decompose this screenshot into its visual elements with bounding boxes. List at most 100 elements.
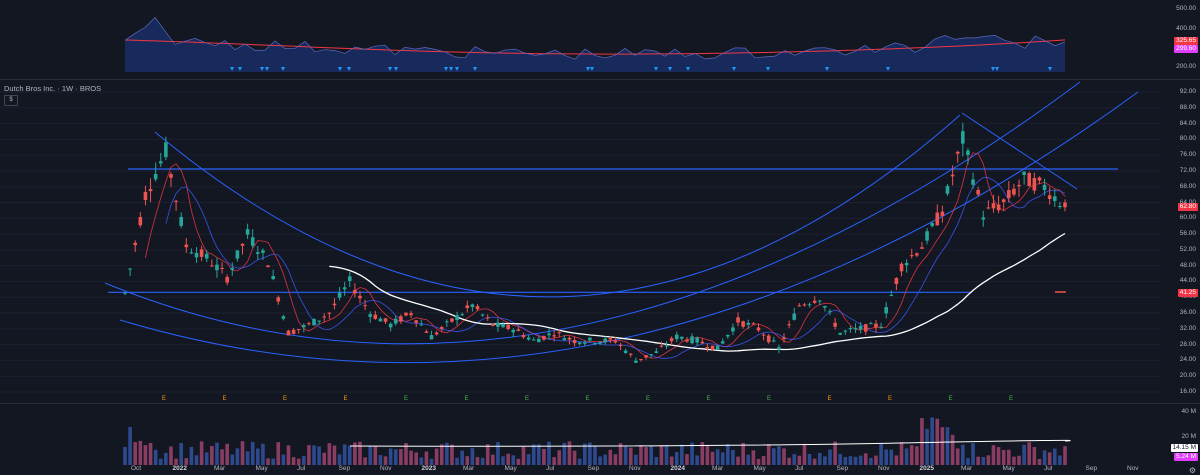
candle-body [230,267,235,270]
candle-body [470,304,475,308]
cup-arc-lower[interactable] [119,91,1139,364]
volume-bar [245,451,250,465]
candle-body [1052,196,1057,202]
candle-body [889,294,894,296]
candle-body [562,338,567,341]
volume-bar [368,445,373,465]
time-tick-label: May [1002,465,1015,472]
candle-body [148,189,153,192]
candle-body [961,131,965,144]
earnings-marker[interactable]: E [404,396,408,402]
volume-bar [777,446,781,465]
volume-bar [628,447,633,465]
volume-bar [184,458,189,465]
candle-body [654,351,659,353]
earnings-marker[interactable]: E [223,396,227,402]
time-tick-label: Sep [1085,465,1098,472]
candle-body [547,333,551,336]
earnings-marker[interactable]: E [1009,396,1013,402]
volume-bar [409,450,413,465]
volume-bar [399,449,403,465]
price-tick-label: 52.00 [1179,245,1196,253]
candle-body [286,330,291,336]
earnings-marker[interactable]: E [586,396,590,402]
earnings-marker[interactable]: E [646,396,650,402]
earnings-marker[interactable]: E [344,396,348,402]
candle-body [746,322,751,325]
candle-body [521,335,526,338]
volume-bar [838,453,843,465]
candle-body [240,243,245,246]
candle-body [685,339,689,342]
price-tick-label: 16.00 [1179,388,1196,395]
indicator-signal-marker [388,67,392,71]
volume-bar [644,447,648,465]
volume-bar [148,443,153,465]
volume-bar [531,444,536,465]
volume-bar [588,442,592,465]
candle-body [588,337,592,341]
time-tick-label: Nov [380,465,392,472]
earnings-marker[interactable]: E [949,396,953,402]
volume-bar [225,443,229,465]
volume-bar [904,448,909,465]
candle-body [915,253,919,256]
earnings-marker[interactable]: E [162,396,166,402]
candle-body [582,342,587,344]
volume-bar [460,450,464,465]
pane-separator-bottom[interactable] [0,403,1200,404]
volume-bar [720,452,725,465]
indicator-signal-marker [473,67,477,71]
cup-arc-upper[interactable] [154,114,961,298]
earnings-marker[interactable]: E [525,396,529,402]
volume-bar [674,452,679,465]
price-tick-label: 44.00 [1179,277,1196,285]
earnings-marker[interactable]: E [707,396,711,402]
volume-tick-label: 20 M [1181,433,1196,440]
candle-body [199,249,204,257]
volume-bar [143,445,148,465]
candle-body [460,314,464,316]
candle-body [695,337,699,343]
settings-gear-icon[interactable]: ⚙ [1188,466,1196,475]
earnings-marker[interactable]: E [465,396,469,402]
volume-bar [894,455,899,465]
candle-body [756,327,761,331]
price-tick-label: 68.00 [1179,182,1196,190]
volume-average-line [349,439,1071,447]
earnings-marker[interactable]: E [283,396,287,402]
candle-body [782,337,786,340]
descending-trendline[interactable] [961,112,1078,190]
volume-bar [848,456,853,465]
indicator-signal-marker [654,67,658,71]
volume-bar [772,448,776,465]
volume-bar [552,457,556,465]
candle-body [542,335,546,340]
currency-button[interactable]: $ [4,95,18,106]
time-tick-label: Mar [961,465,973,472]
earnings-marker[interactable]: E [828,396,832,402]
pane-separator-top[interactable] [0,79,1200,80]
candle-body [491,324,495,326]
candle-body [210,265,214,267]
volume-bar [685,454,689,465]
candle-body [291,329,296,334]
indicator-tag-pink: 299.60 [1174,45,1198,53]
volume-bar [475,457,480,465]
volume-bar [266,458,270,465]
volume-bar [465,456,470,465]
earnings-marker[interactable]: E [767,396,771,402]
volume-bar [302,455,306,465]
cup-arc-middle[interactable] [104,81,1081,345]
earnings-marker[interactable]: E [888,396,892,402]
candle-body [332,303,337,306]
volume-bar [884,449,888,465]
candle-body [153,173,158,180]
volume-bar [966,458,970,465]
volume-bar [705,445,710,465]
indicator-signal-marker [825,67,829,71]
time-tick-label: Jul [546,465,555,472]
trendline-drawings[interactable] [104,81,1139,364]
